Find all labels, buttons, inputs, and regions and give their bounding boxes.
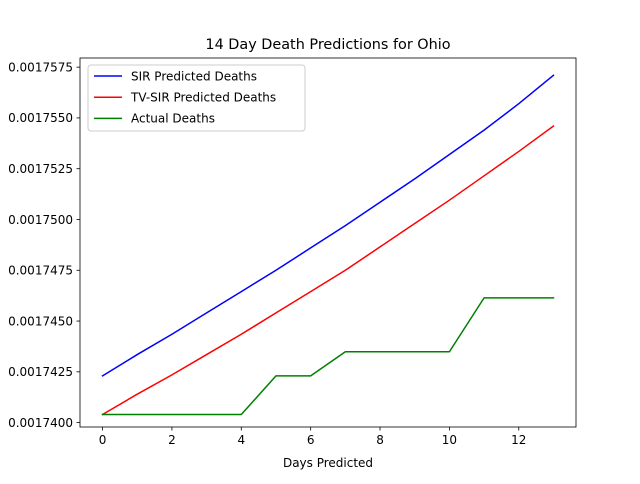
y-tick-label: 0.0017500 — [8, 213, 73, 227]
series-line — [101, 125, 555, 416]
x-tick-label: 4 — [237, 433, 245, 447]
y-tick-label: 0.0017550 — [8, 111, 73, 125]
legend: SIR Predicted Deaths TV-SIR Predicted Dea… — [87, 64, 306, 132]
legend-box — [87, 64, 306, 132]
legend-label: TV-SIR Predicted Deaths — [130, 91, 276, 105]
x-tick-label: 0 — [99, 433, 107, 447]
legend-label: SIR Predicted Deaths — [131, 69, 257, 83]
series-line — [101, 297, 555, 416]
y-tick-label: 0.0017425 — [8, 365, 73, 379]
axes-frame — [79, 57, 577, 428]
plot-area: 0 2 4 6 8 10 12 0.0017400 0.0017425 0.0017450 0.00… — [8, 57, 577, 447]
y-tick-label: 0.0017525 — [8, 162, 73, 176]
y-tick-label: 0.0017575 — [8, 60, 73, 74]
legend-label: Actual Deaths — [131, 112, 215, 126]
x-tick-label: 10 — [442, 433, 457, 447]
y-tick-label: 0.0017450 — [8, 314, 73, 328]
y-tick-label: 0.0017400 — [8, 416, 73, 430]
x-tick-label: 2 — [168, 433, 176, 447]
x-axis-label: Days Predicted — [283, 456, 373, 470]
x-tick-label: 12 — [511, 433, 526, 447]
series-line — [101, 74, 555, 377]
x-tick-label: 6 — [307, 433, 315, 447]
y-tick-label: 0.0017475 — [8, 264, 73, 278]
x-tick-label: 8 — [376, 433, 384, 447]
chart-title: 14 Day Death Predictions for Ohio — [205, 37, 450, 53]
